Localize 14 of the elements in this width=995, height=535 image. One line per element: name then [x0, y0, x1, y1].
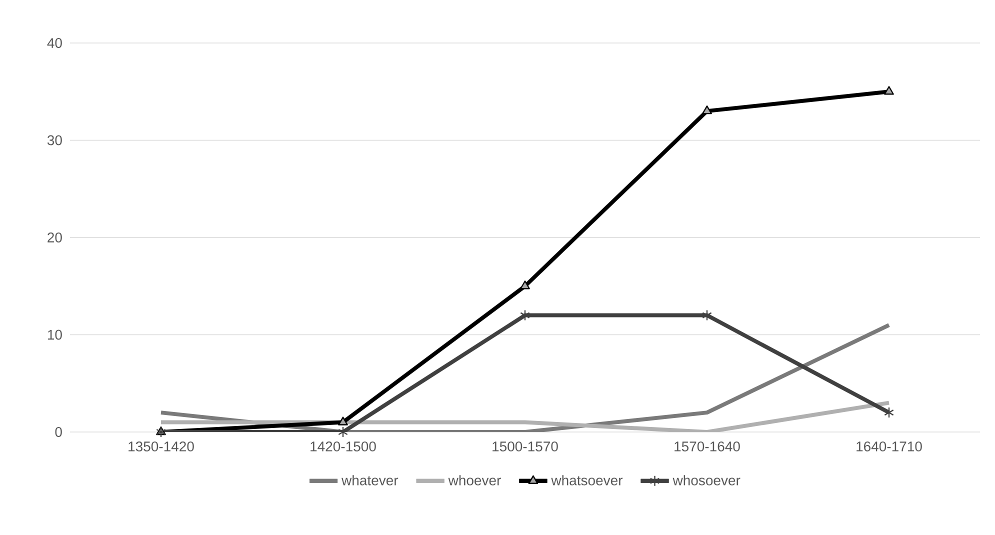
- x-tick-label: 1420-1500: [310, 442, 376, 452]
- x-tick-label: 1500-1570: [492, 442, 558, 452]
- y-tick-label: 20: [48, 232, 62, 242]
- x-tick-label: 1350-1420: [128, 442, 194, 452]
- y-tick-label: 40: [47, 38, 62, 48]
- x-tick-label: 1570-1640: [674, 442, 740, 452]
- legend-label: whosoever: [672, 475, 740, 486]
- legend-label: whoever: [448, 475, 501, 486]
- x-tick-label: 1640-1710: [856, 442, 922, 452]
- legend-label: whatever: [342, 475, 398, 486]
- y-tick-label: 0: [55, 427, 62, 437]
- legend-label: whatsoever: [551, 475, 623, 486]
- y-tick-label: 30: [47, 135, 62, 146]
- y-tick-label: 10: [48, 330, 62, 340]
